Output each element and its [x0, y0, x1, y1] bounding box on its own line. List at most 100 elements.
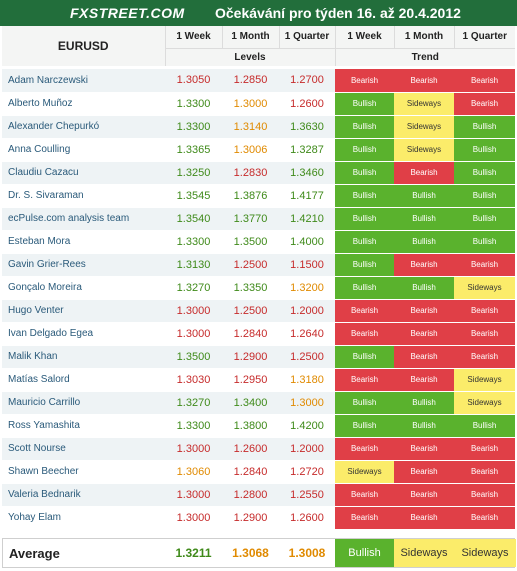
level-1-week: 1.3300: [165, 92, 222, 116]
trend-1-week: Bullish: [335, 391, 394, 415]
level-1-week: 1.3300: [165, 115, 222, 139]
level-1-quarter: 1.2720: [279, 460, 335, 484]
col-trend-1-quarter: 1 Quarter: [453, 26, 515, 48]
average-level-1-week: 1.3211: [175, 546, 212, 560]
level-1-week: 1.3130: [165, 253, 222, 277]
analyst-name[interactable]: Scott Nourse: [2, 437, 165, 461]
analyst-name[interactable]: Shawn Beecher: [2, 460, 165, 484]
level-1-quarter: 1.4210: [279, 207, 335, 231]
level-1-week: 1.3030: [165, 368, 222, 392]
trend-1-quarter: Bullish: [454, 138, 515, 162]
trend-1-quarter: Bearish: [454, 483, 515, 507]
analyst-name[interactable]: ecPulse.com analysis team: [2, 207, 165, 231]
level-1-quarter: 1.2500: [279, 345, 335, 369]
level-1-quarter: 1.2640: [279, 322, 335, 346]
trend-1-week: Bullish: [335, 184, 394, 208]
trend-1-quarter: Bullish: [454, 414, 515, 438]
trend-1-month: Bearish: [394, 69, 454, 93]
level-1-quarter: 1.3000: [279, 391, 335, 415]
level-1-week: 1.3270: [165, 391, 222, 415]
level-1-quarter: 1.2000: [279, 437, 335, 461]
analyst-name[interactable]: Malik Khan: [2, 345, 165, 369]
analyst-name[interactable]: Yohay Elam: [2, 506, 165, 530]
analyst-name[interactable]: Gonçalo Moreira: [2, 276, 165, 300]
trend-1-quarter: Bearish: [454, 299, 515, 323]
fxstreet-logo[interactable]: FXSTREET.COM: [70, 5, 185, 21]
analyst-name[interactable]: Esteban Mora: [2, 230, 165, 254]
level-1-month: 1.2500: [222, 253, 279, 277]
level-1-month: 1.2830: [222, 161, 279, 185]
level-1-week: 1.3000: [165, 322, 222, 346]
trend-1-month: Sideways: [394, 138, 454, 162]
currency-pair-header: EURUSD: [2, 26, 166, 66]
analyst-name[interactable]: Valeria Bednarik: [2, 483, 165, 507]
levels-group-header: Levels: [164, 47, 335, 66]
analyst-name[interactable]: Claudiu Cazacu: [2, 161, 165, 185]
analyst-name[interactable]: Hugo Venter: [2, 299, 165, 323]
trend-1-quarter: Bearish: [454, 253, 515, 277]
trend-1-month: Bullish: [394, 207, 454, 231]
table-row: Claudiu Cazacu 1.3250 1.2830 1.3460 Bullish B…: [2, 161, 515, 185]
level-1-week: 1.3270: [165, 276, 222, 300]
table-row: Gavin Grier-Rees 1.3130 1.2500 1.1500 Bullis…: [2, 253, 515, 277]
forecast-table: EURUSD 1 Week 1 Month 1 Quarter 1 Week 1…: [2, 26, 515, 530]
table-row: Adam Narczewski 1.3050 1.2850 1.2700 Bearish…: [2, 69, 515, 93]
level-1-quarter: 1.2550: [279, 483, 335, 507]
table-row: Hugo Venter 1.3000 1.2500 1.2000 Bearish Bear…: [2, 299, 515, 323]
analyst-name[interactable]: Alexander Chepurkó: [2, 115, 165, 139]
analyst-name[interactable]: Ross Yamashita: [2, 414, 165, 438]
trend-1-week: Bearish: [335, 483, 394, 507]
level-1-week: 1.3365: [165, 138, 222, 162]
analyst-name[interactable]: Anna Coulling: [2, 138, 165, 162]
level-1-week: 1.3500: [165, 345, 222, 369]
trend-1-quarter: Sideways: [454, 391, 515, 415]
table-row: Alberto Muñoz 1.3300 1.3000 1.2600 Bullish Si…: [2, 92, 515, 116]
analyst-name[interactable]: Ivan Delgado Egea: [2, 322, 165, 346]
trend-1-week: Bullish: [335, 92, 394, 116]
header-divider: [2, 66, 515, 69]
level-1-week: 1.3545: [165, 184, 222, 208]
trend-1-week: Bearish: [335, 506, 394, 530]
top-header-bar: FXSTREET.COM Očekávání pro týden 16. až …: [0, 0, 517, 26]
trend-1-month: Bearish: [394, 460, 454, 484]
analyst-name[interactable]: Alberto Muñoz: [2, 92, 165, 116]
trend-1-week: Bearish: [335, 322, 394, 346]
level-1-month: 1.2500: [222, 299, 279, 323]
col-levels-1-week: 1 Week: [164, 26, 222, 48]
average-level-1-month: 1.3068: [232, 546, 269, 560]
trend-1-week: Bearish: [335, 368, 394, 392]
table-row: Esteban Mora 1.3300 1.3500 1.4000 Bullish Bul…: [2, 230, 515, 254]
trend-1-month: Bearish: [394, 253, 454, 277]
trend-1-week: Bullish: [335, 161, 394, 185]
trend-1-quarter: Sideways: [454, 276, 515, 300]
level-1-month: 1.2900: [222, 345, 279, 369]
analyst-name[interactable]: Adam Narczewski: [2, 69, 165, 93]
table-row: Shawn Beecher 1.3060 1.2840 1.2720 Sideways B…: [2, 460, 515, 484]
trend-1-week: Bullish: [335, 230, 394, 254]
level-1-week: 1.3000: [165, 483, 222, 507]
trend-1-week: Bullish: [335, 253, 394, 277]
col-trend-1-week: 1 Week: [334, 26, 394, 48]
trend-1-month: Bearish: [394, 161, 454, 185]
trend-1-month: Bullish: [394, 276, 454, 300]
level-1-week: 1.3300: [165, 230, 222, 254]
analyst-name[interactable]: Mauricio Carrillo: [2, 391, 165, 415]
trend-1-month: Bearish: [394, 322, 454, 346]
table-row: ecPulse.com analysis team 1.3540 1.3770 1.4…: [2, 207, 515, 231]
analyst-name[interactable]: Gavin Grier-Rees: [2, 253, 165, 277]
analyst-name[interactable]: Dr. S. Sivaraman: [2, 184, 165, 208]
table-row: Malik Khan 1.3500 1.2900 1.2500 Bullish Beari…: [2, 345, 515, 369]
page-title: Očekávání pro týden 16. až 20.4.2012: [215, 5, 461, 21]
analyst-name[interactable]: Matías Salord: [2, 368, 165, 392]
trend-1-month: Bullish: [394, 414, 454, 438]
table-row: Valeria Bednarik 1.3000 1.2800 1.2550 Bearis…: [2, 483, 515, 507]
trend-1-quarter: Bullish: [454, 230, 515, 254]
average-trend-1-week: Bullish: [335, 539, 394, 567]
level-1-week: 1.3000: [165, 437, 222, 461]
level-1-month: 1.3800: [222, 414, 279, 438]
trend-1-month: Bullish: [394, 391, 454, 415]
trend-1-month: Sideways: [394, 115, 454, 139]
level-1-week: 1.3060: [165, 460, 222, 484]
level-1-week: 1.3250: [165, 161, 222, 185]
trend-1-quarter: Bullish: [454, 115, 515, 139]
